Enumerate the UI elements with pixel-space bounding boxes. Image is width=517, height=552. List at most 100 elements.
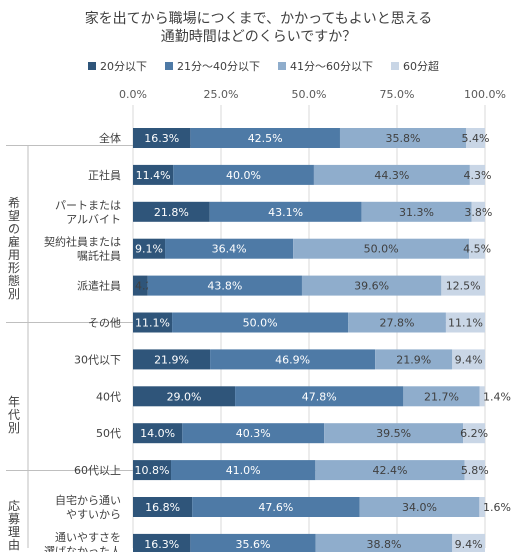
data-label-r6-s3: 9.4%: [455, 353, 483, 366]
data-label-r0-s2: 35.8%: [386, 132, 421, 145]
x-tick-label-3: 75.0%: [380, 88, 415, 101]
x-tick-label-0: 0.0%: [119, 88, 147, 101]
legend-item-3: 41分～60分以下: [278, 58, 373, 74]
bar-r4-s2: [301, 275, 442, 296]
bar-r5-s2: [348, 312, 446, 333]
legend-swatch-2: [165, 62, 173, 70]
bar-r2-s2: [361, 201, 472, 222]
data-label-r3-s3: 4.5%: [463, 243, 491, 256]
data-label-r4-s3: 12.5%: [446, 280, 481, 293]
category-label-5: その他: [88, 317, 121, 330]
data-label-r6-s2: 21.9%: [396, 353, 431, 366]
data-label-r5-s0: 11.1%: [135, 317, 170, 330]
category-label-1: 正社員: [88, 168, 121, 182]
bar-r11-s3: [452, 533, 485, 552]
bar-r1-s0: [133, 164, 174, 185]
bar-r7-s1: [235, 386, 404, 407]
category-label-7: 40代: [96, 390, 121, 403]
bar-r5-s3: [445, 312, 485, 333]
bar-r1-s1: [173, 164, 314, 185]
data-label-r10-s0: 16.8%: [145, 501, 180, 514]
bar-r8-s0: [133, 423, 183, 444]
bar-r10-s0: [133, 497, 193, 517]
data-label-r7-s2: 21.7%: [424, 390, 459, 403]
data-label-r0-s1: 42.5%: [248, 132, 283, 145]
data-label-r10-s3: 1.6%: [483, 501, 511, 514]
legend-swatch-4: [391, 62, 399, 70]
data-label-r1-s3: 4.3%: [463, 169, 491, 182]
data-label-r8-s0: 14.0%: [140, 427, 175, 440]
data-label-r11-s2: 38.8%: [366, 538, 401, 551]
bar-r3-s0: [133, 238, 166, 259]
bar-r0-s2: [339, 128, 466, 148]
legend-label-3: 41分～60分以下: [290, 60, 373, 73]
data-label-r10-s1: 47.6%: [258, 501, 293, 514]
legend-label-1: 20分以下: [100, 60, 147, 73]
data-label-r5-s3: 11.1%: [448, 317, 483, 330]
bar-r6-s3: [452, 349, 485, 370]
data-label-r4-s2: 39.6%: [354, 280, 389, 293]
data-label-r5-s2: 27.8%: [380, 317, 415, 330]
legend-label-4: 60分超: [403, 60, 439, 73]
group-label-0: 希望の雇用形態別: [8, 195, 20, 301]
bar-r8-s3: [463, 423, 485, 444]
data-label-r9-s2: 42.4%: [372, 464, 407, 477]
data-label-r6-s0: 21.9%: [154, 353, 189, 366]
bar-r2-s3: [471, 201, 485, 222]
bar-r8-s2: [324, 423, 464, 444]
data-label-r8-s1: 40.3%: [236, 427, 271, 440]
data-label-r4-s1: 43.8%: [207, 280, 242, 293]
bar-r0-s3: [465, 128, 485, 148]
data-label-r3-s0: 9.1%: [135, 243, 163, 256]
legend-swatch-3: [278, 62, 286, 70]
bar-r6-s1: [210, 349, 376, 370]
legend-item-4: 60分超: [391, 58, 439, 74]
chart-title-line-1: 家を出てから職場につくまで、かかってもよいと思える: [84, 11, 433, 27]
chart-title-line-2: 通勤時間はどのくらいですか？: [160, 29, 357, 45]
data-label-r11-s1: 35.6%: [236, 538, 271, 551]
data-label-r8-s2: 39.5%: [376, 427, 411, 440]
bar-r5-s0: [133, 312, 173, 333]
bar-r7-s0: [133, 386, 236, 407]
data-label-r1-s0: 11.4%: [136, 169, 171, 182]
bar-r3-s3: [469, 238, 485, 259]
bar-r3-s1: [165, 238, 294, 259]
group-label-1: 年代別: [8, 395, 20, 435]
category-label-6: 30代以下: [74, 353, 121, 366]
data-label-r5-s1: 50.0%: [243, 317, 278, 330]
legend-swatch-1: [88, 62, 96, 70]
category-label-2: パートまたはアルバイト: [55, 199, 121, 226]
bar-r10-s1: [192, 497, 360, 517]
category-label-10: 自宅から通いやすいから: [55, 493, 121, 521]
bar-r10-s3: [479, 497, 485, 517]
category-label-9: 60代以上: [74, 464, 121, 477]
bar-r8-s1: [182, 423, 325, 444]
category-label-0: 全体: [99, 131, 121, 145]
bar-r11-s0: [133, 533, 191, 552]
bar-r2-s1: [209, 201, 362, 222]
data-label-r8-s3: 6.2%: [460, 427, 488, 440]
bar-r10-s2: [359, 497, 480, 517]
bar-r3-s2: [293, 238, 470, 259]
bar-r9-s2: [315, 460, 465, 481]
bar-r1-s3: [469, 164, 485, 185]
bar-r1-s2: [313, 164, 470, 185]
data-label-r7-s1: 47.8%: [302, 390, 337, 403]
legend-item-1: 20分以下: [88, 58, 147, 74]
bar-r0-s1: [190, 128, 340, 148]
data-label-r3-s1: 36.4%: [212, 243, 247, 256]
legend-item-2: 21分～40分以下: [165, 58, 260, 74]
bar-r7-s3: [479, 386, 485, 407]
data-label-r2-s2: 31.3%: [399, 206, 434, 219]
group-label-2: 応募理由: [8, 499, 20, 552]
data-label-r11-s3: 9.4%: [455, 538, 483, 551]
bar-r6-s0: [133, 349, 211, 370]
bar-r7-s2: [403, 386, 480, 407]
data-label-r9-s1: 41.0%: [226, 464, 261, 477]
data-label-r2-s1: 43.1%: [268, 206, 303, 219]
bar-r9-s1: [171, 460, 316, 481]
data-label-r7-s3: 1.4%: [483, 390, 511, 403]
bar-r2-s0: [133, 201, 210, 222]
